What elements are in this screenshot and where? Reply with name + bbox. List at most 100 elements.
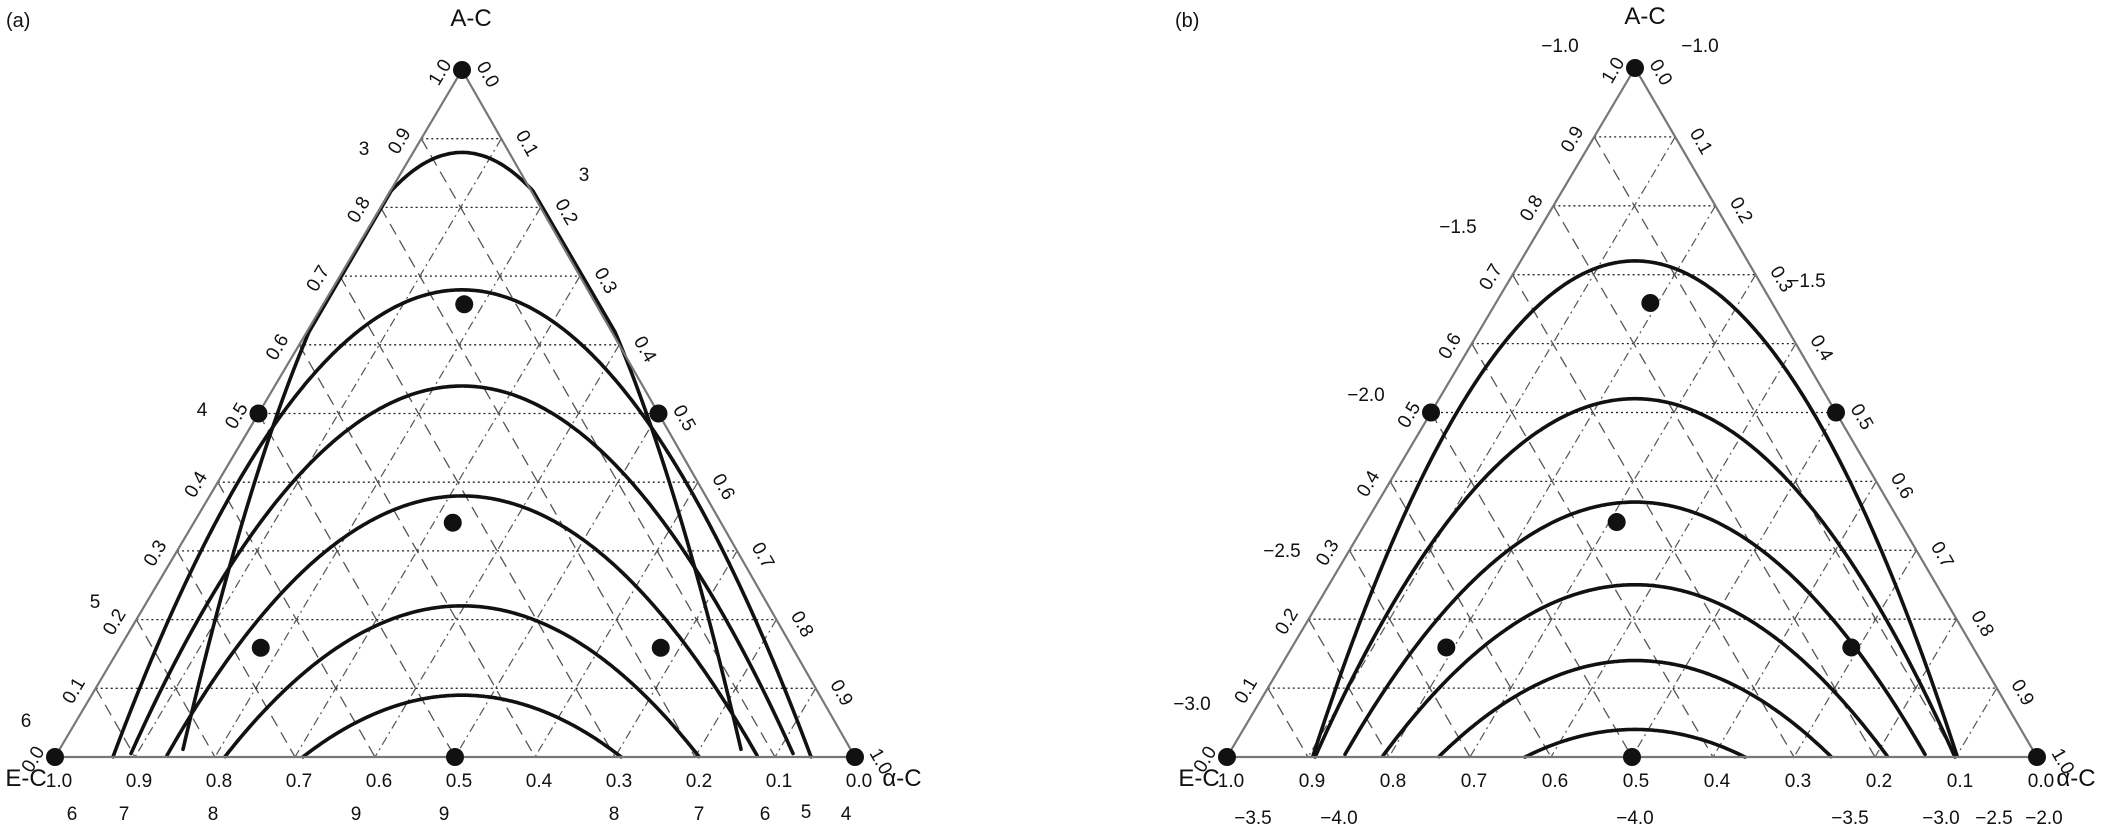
tick-label-right: 0.8 [786,608,817,641]
panel-a-contour-value: 9 [439,804,450,825]
grid-line-dashed [380,207,696,758]
panel-a-contour-value: 3 [579,165,590,186]
contour-line [1313,396,1957,759]
panel-a-contour-value: 5 [90,592,101,613]
grid-line-dashed [1471,343,1714,758]
contour-line [1437,658,1833,759]
tick-label-bottom: 0.2 [1866,771,1892,792]
contour-line [301,693,623,759]
panel-a-contour-value: 6 [760,804,771,825]
panel-b-vertex-left-label: E-C [1178,765,1219,792]
design-point [846,748,864,766]
tick-label-right: 0.4 [629,333,661,367]
tick-label-right: 0.1 [511,127,542,160]
panel-b-tick-labels: 1.0 0.0 1.0 0.9 0.1 0.9 0.8 0.2 0.8 0.7 0.3 0.7 0.6 0… [1190,54,2078,792]
tick-label-bottom: 0.3 [1785,771,1811,792]
tick-label-right: 0.7 [747,539,778,572]
panel-b-contour-value: −1.0 [1541,36,1579,57]
tick-label-right: 0.0 [1645,56,1676,89]
tick-label-right: 0.7 [1926,538,1957,571]
design-point [46,748,64,766]
tick-label-bottom: 0.8 [206,771,232,792]
tick-label-bottom: 0.7 [286,771,312,792]
tick-label-left: 0.9 [1557,123,1589,156]
grid-line-dashed [1552,205,1876,758]
design-point [651,638,670,657]
panel-a-contour-value: 8 [208,804,219,825]
panel-b-contour-value: −2.5 [1975,808,2013,829]
grid-line-dashdot [454,413,660,758]
panel-a-contour-value: 3 [359,139,370,160]
design-point [1422,403,1440,422]
tick-label-right: 0.5 [668,402,699,435]
panel-a-contour-value: 7 [119,804,130,825]
grid-line-dashdot [294,275,581,758]
contour-line [111,287,813,759]
grid-line-dashed [1512,274,1795,758]
contour-line [223,604,701,759]
design-point [1218,748,1236,766]
grid-line-dashdot [614,550,738,758]
panel-a-vertex-right-label: α-C [882,765,921,792]
tick-label-left: 0.1 [58,674,90,707]
design-point [1626,59,1644,77]
design-point [649,404,668,423]
panel-a-vertex-top-label: A-C [450,5,491,32]
design-point [1437,638,1456,657]
grid-line-dashdot [1955,687,1998,758]
panel-a-tick-labels: 1.0 0.0 1.0 0.9 0.1 0.9 0.8 0.2 0.8 0.7 0.3 0.7 0.6 0… [18,56,896,792]
panel-b: (b) 1.0 0.0 1.0 0.9 0.1 0.9 0.8 0.2 0.8 0.7 0.3 0.7… [1173,3,2095,829]
tick-label-bottom: 0.1 [766,771,792,792]
tick-label-bottom: 0.6 [1542,771,1568,792]
tick-label-left: 0.1 [1231,674,1263,707]
panel-b-contour-value: −2.0 [2025,808,2063,829]
tick-label-bottom: 0.1 [1947,771,1973,792]
tick-label-left: 1.0 [425,56,457,89]
panel-b-vertex-right-label: α-C [2056,765,2095,792]
contour-line [165,494,759,758]
contour-line [1523,727,1747,759]
tick-label-bottom: 0.4 [526,771,553,792]
grid-line-dashed [339,275,616,758]
tick-label-bottom: 0.9 [126,771,152,792]
tick-label-left: 0.6 [1435,329,1467,362]
tick-label-right: 0.1 [1685,125,1716,158]
panel-a: (a) 1.0 0.0 1.0 0.9 0.1 0.9 0.8 0.2 0.8 0.7 0.3 0.7… [5,5,921,825]
grid-line-dashdot [134,138,502,758]
tick-label-left: 1.0 [1598,54,1630,87]
design-point [1607,513,1626,532]
tick-label-left: 0.8 [1516,192,1548,225]
tick-label-left: 0.3 [1312,536,1344,569]
tick-label-left: 0.9 [384,125,416,158]
contour-line [1381,582,1889,758]
tick-label-left: 0.2 [99,605,131,638]
panel-b-contour-value: −1.5 [1439,217,1477,238]
tick-label-left: 0.4 [181,468,213,502]
panel-b-contour-value: −3.0 [1922,808,1960,829]
grid-line-dashdot [1388,205,1716,758]
panel-b-contour-value: −1.5 [1788,271,1826,292]
panel-a-contour-value: 6 [21,711,32,732]
panel-a-contour-value: 9 [351,804,362,825]
tick-label-bottom: 0.4 [1704,771,1731,792]
design-point [1842,638,1861,657]
grid-line-dashed [176,550,296,758]
panel-b-contour-value: −2.5 [1263,541,1301,562]
contour-line [1311,259,1959,758]
panel-a-contour-value: 7 [694,804,705,825]
tick-label-bottom: 0.0 [2028,771,2054,792]
panel-b-contour-value: −4.0 [1616,808,1654,829]
panel-a-contour-value: 6 [67,804,78,825]
tick-label-bottom: 0.6 [366,771,392,792]
tick-label-left: 0.3 [140,537,172,570]
panel-b-label: (b) [1175,10,1199,32]
panel-b-contour-value: −4.0 [1320,808,1358,829]
panel-b-contour-value: −3.5 [1234,808,1272,829]
tick-label-bottom: 1.0 [1218,771,1244,792]
panel-b-grid [1267,136,1998,758]
grid-line-dashdot [1307,136,1676,758]
design-point [453,61,471,79]
tick-label-right: 0.6 [1886,469,1917,502]
panel-a-contour-value: 4 [841,804,852,825]
